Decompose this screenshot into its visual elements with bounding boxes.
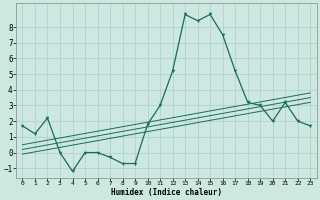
X-axis label: Humidex (Indice chaleur): Humidex (Indice chaleur) [111, 188, 222, 197]
